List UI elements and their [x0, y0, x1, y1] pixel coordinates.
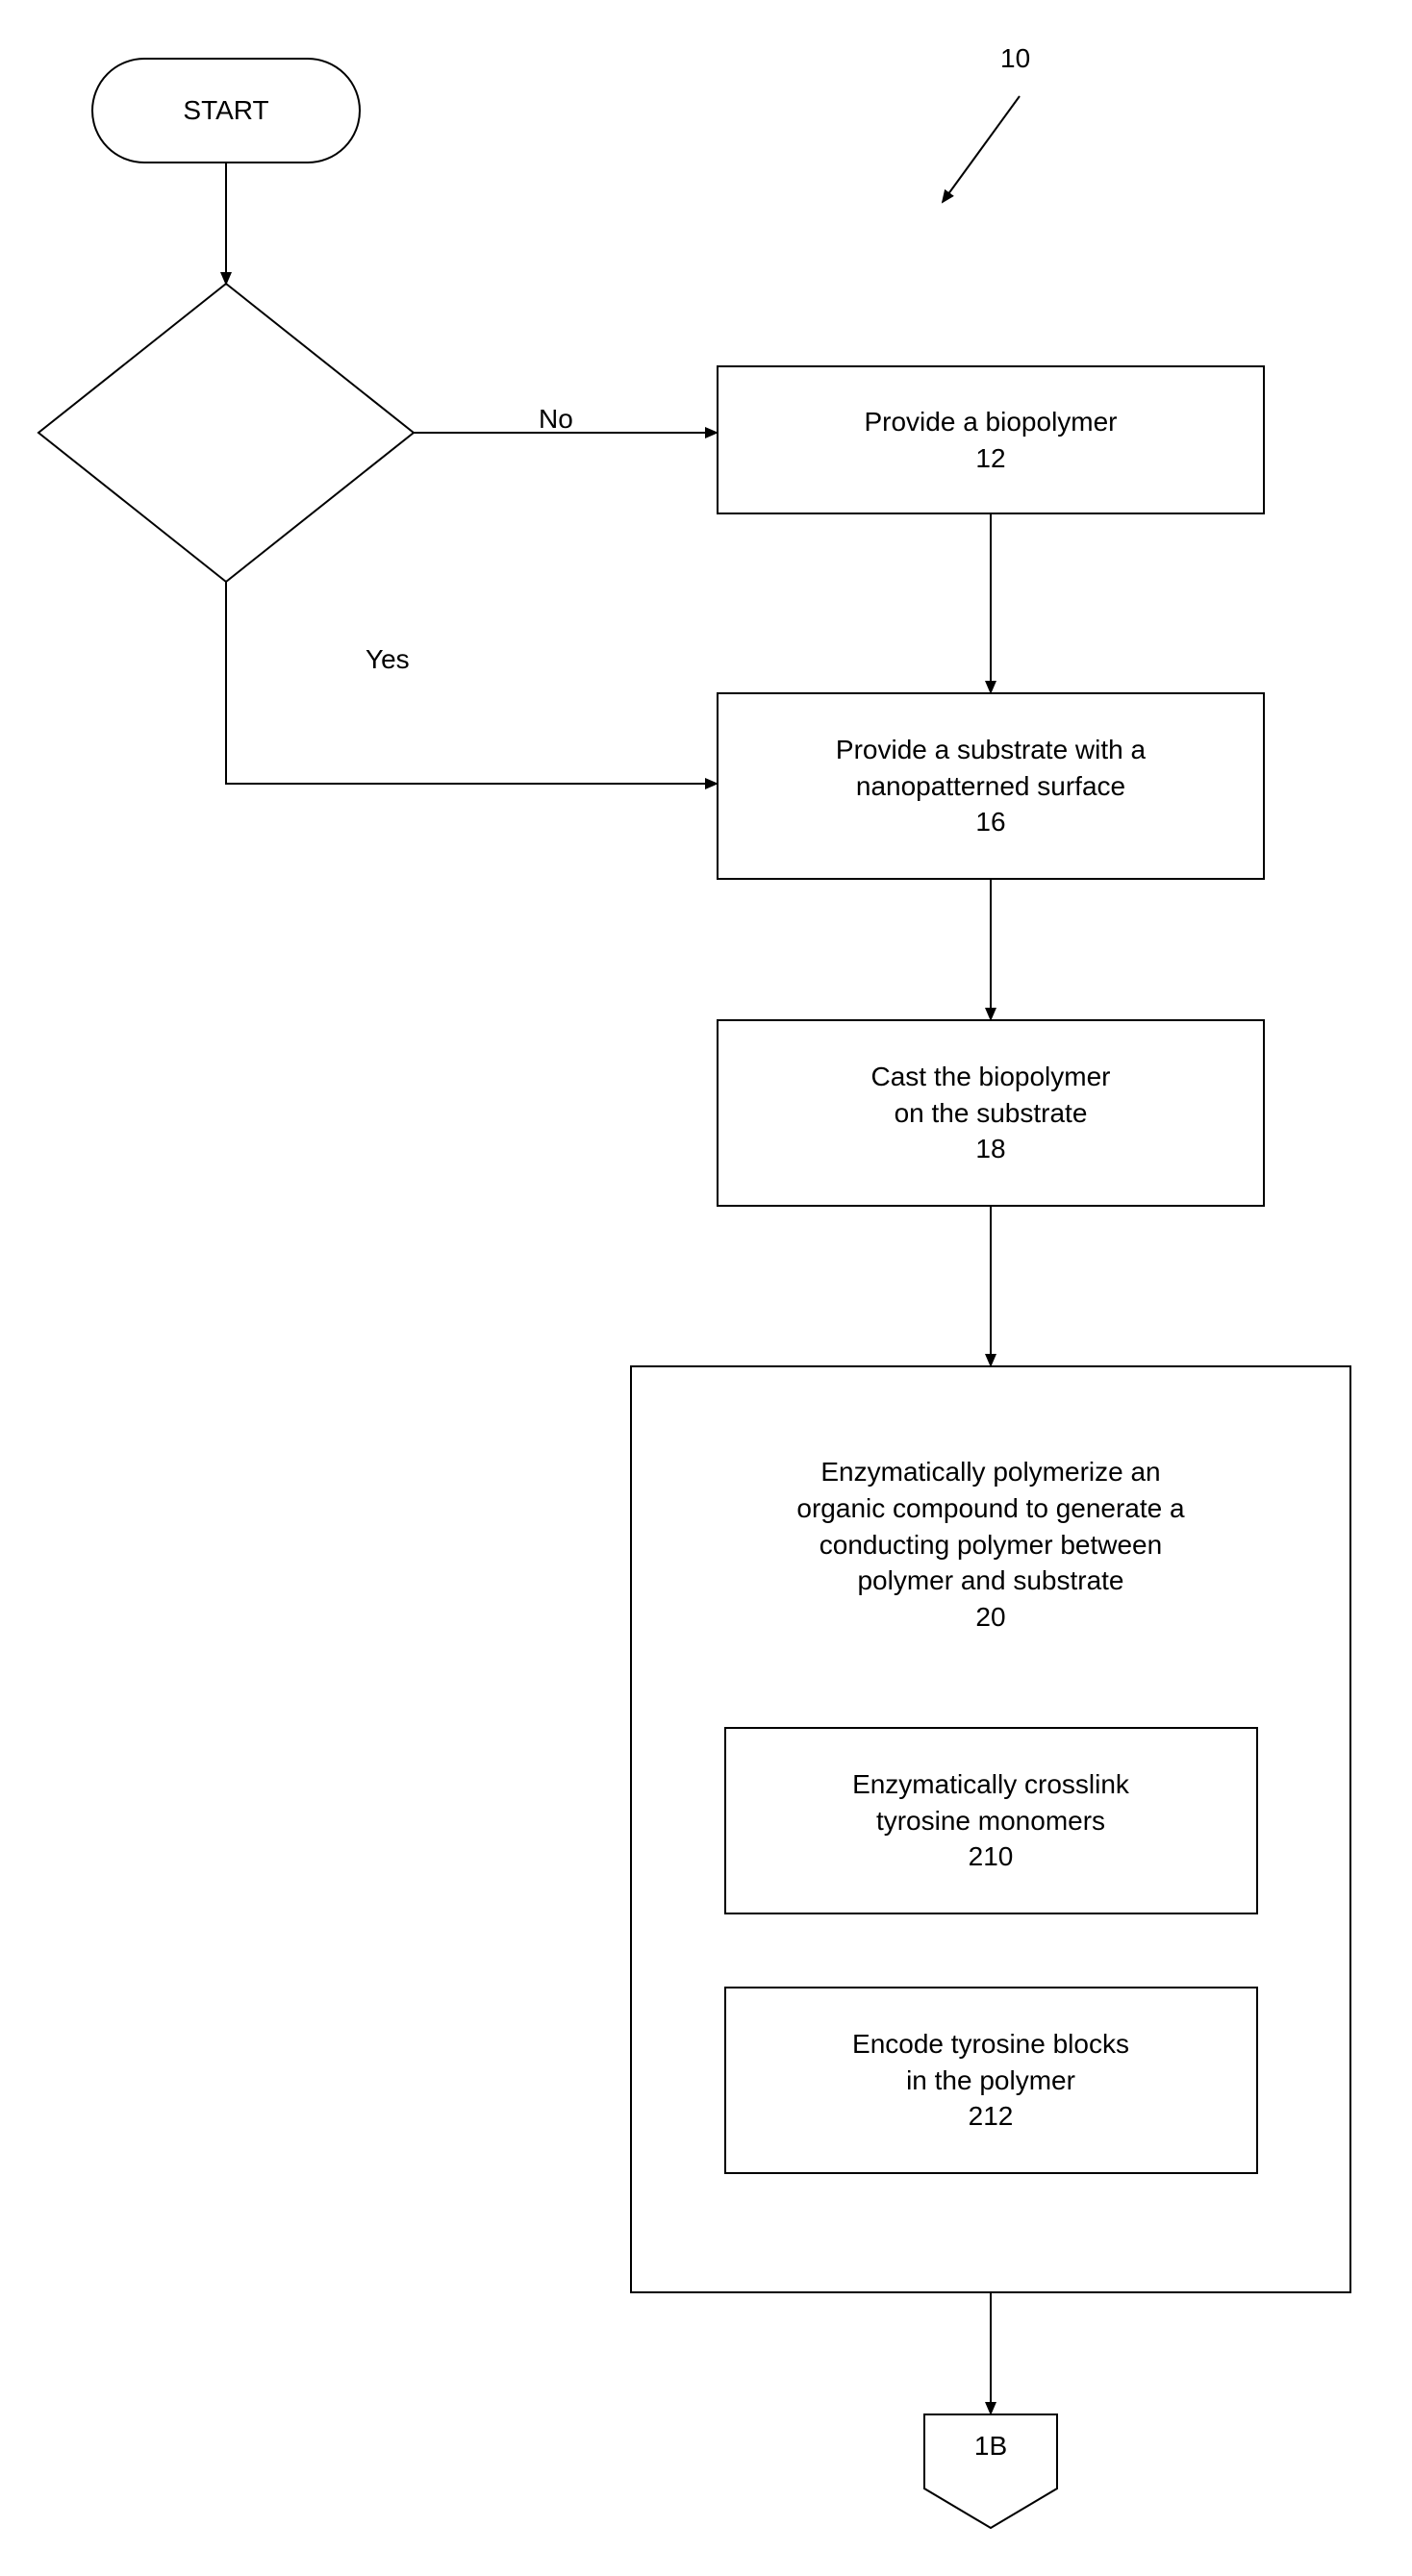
- decision-diamond-outline: [38, 284, 414, 582]
- edges-layer: [0, 0, 1412, 2576]
- edge-decision_bottom-box16_left: [226, 582, 717, 784]
